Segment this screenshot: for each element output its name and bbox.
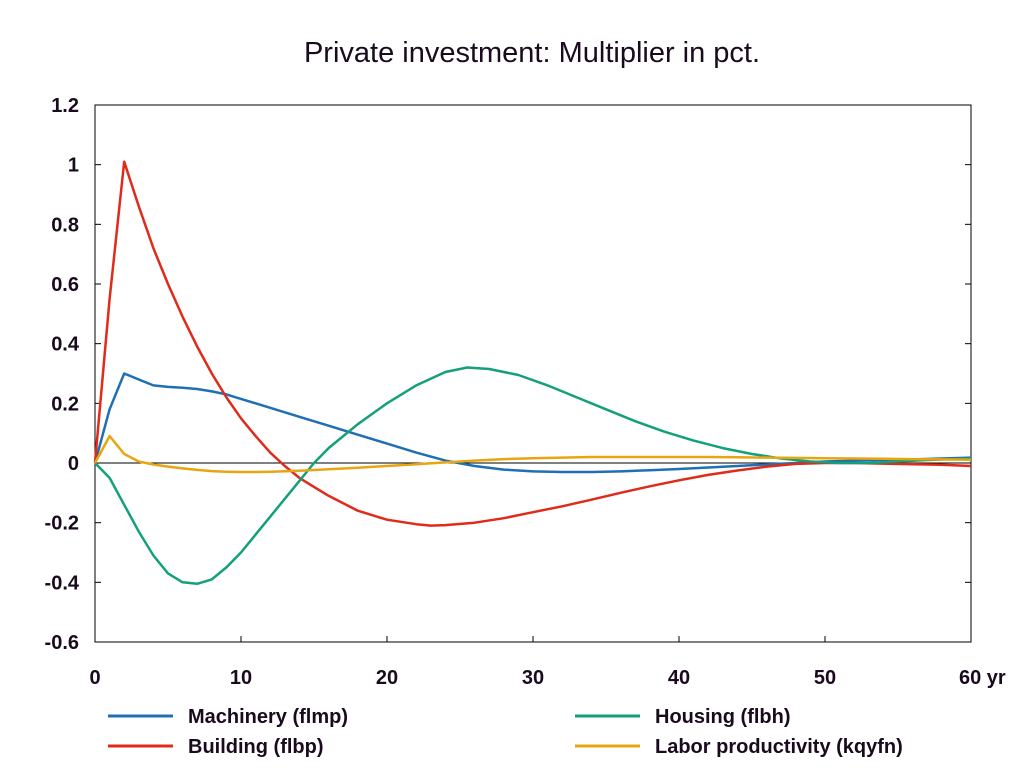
x-tick-label: 40 — [668, 667, 690, 689]
y-tick-label: -0.2 — [45, 513, 79, 535]
legend: Machinery (flmp) Housing (flbh) Building (… — [108, 706, 903, 758]
x-tick-label: 0 — [89, 667, 100, 689]
legend-label-1: Building (flbp) — [188, 736, 324, 758]
legend-label-3: Labor productivity (kqyfn) — [655, 736, 903, 758]
legend-label-2: Housing (flbh) — [655, 706, 791, 728]
y-tick-label: 1.2 — [51, 95, 79, 117]
x-tick-label: 30 — [522, 667, 544, 689]
series-line-3 — [93, 434, 972, 474]
y-tick-label: 0.6 — [51, 274, 79, 296]
y-tick-label: 0.8 — [51, 214, 79, 236]
x-tick-label: 20 — [376, 667, 398, 689]
series-line-1 — [93, 160, 972, 527]
y-axis: -0.6 -0.4 -0.2 0 0.2 0.4 0.6 0.8 1 1.2 — [45, 95, 971, 654]
y-tick-label: -0.6 — [45, 632, 79, 654]
y-tick-label: 0.2 — [51, 393, 79, 415]
x-tick-label: 60 yr — [959, 667, 1006, 689]
x-axis: 0 10 20 30 40 50 60 yr — [89, 636, 1006, 689]
y-tick-label: 0.4 — [51, 334, 80, 356]
x-tick-label: 10 — [230, 667, 252, 689]
y-tick-label: -0.4 — [45, 572, 80, 594]
series-lines — [93, 160, 972, 586]
series-line-2 — [94, 366, 972, 586]
y-tick-label: 1 — [68, 155, 79, 177]
y-tick-label: 0 — [68, 453, 79, 475]
legend-label-0: Machinery (flmp) — [188, 706, 348, 728]
x-tick-label: 50 — [814, 667, 836, 689]
chart-title: Private investment: Multiplier in pct. — [304, 37, 760, 69]
plot-frame — [94, 104, 972, 643]
